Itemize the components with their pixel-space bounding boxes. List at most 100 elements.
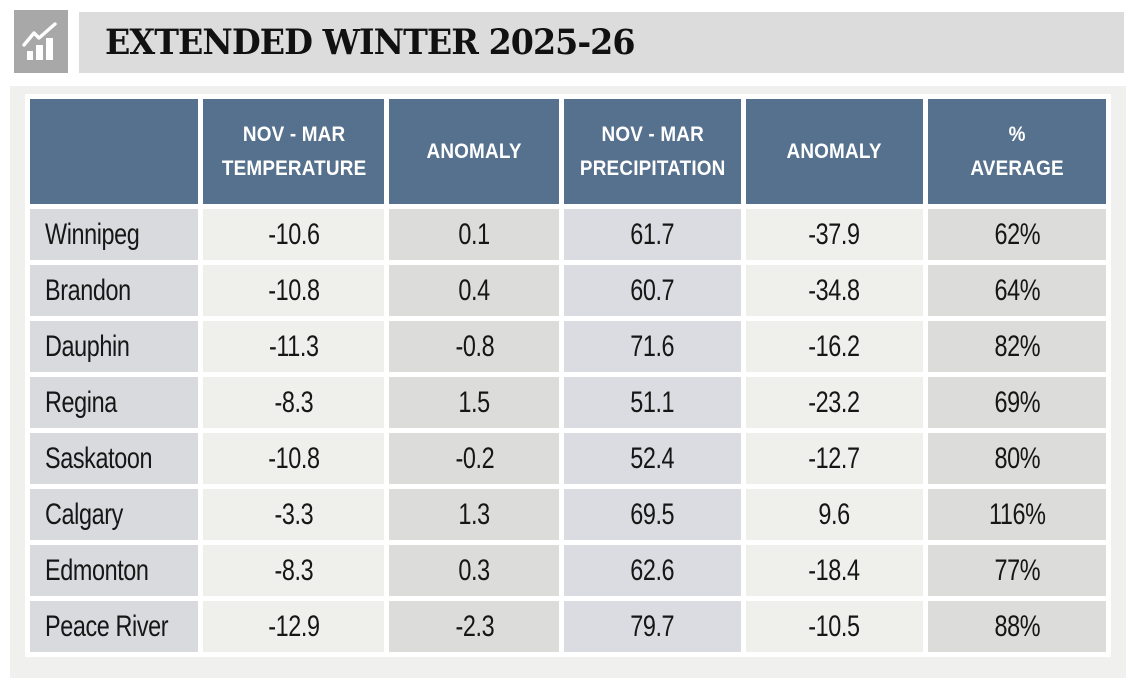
precip-anomaly-cell: -10.5	[745, 601, 923, 652]
cell-value: 52.4	[630, 441, 675, 475]
precipitation-cell: 71.6	[564, 321, 741, 372]
cell-value: -2.3	[455, 609, 494, 643]
cell-value: 116%	[988, 497, 1046, 531]
cell-value: 51.1	[630, 385, 675, 419]
city-cell: Saskatoon	[30, 433, 199, 484]
cell-value: 69%	[994, 385, 1040, 419]
cell-value: -10.8	[268, 273, 320, 307]
temp-anomaly-cell: 0.4	[389, 265, 560, 316]
table-row: Saskatoon -10.8 -0.2 52.4 -12.7 80%	[30, 433, 1106, 484]
precip-anomaly-cell: -16.2	[745, 321, 923, 372]
cell-value: 64%	[994, 273, 1040, 307]
pct-average-cell: 69%	[927, 377, 1106, 428]
temperature-cell: -10.8	[203, 265, 385, 316]
cell-value: -37.9	[808, 217, 861, 251]
column-header-label: ANOMALY	[786, 138, 882, 163]
cell-value: 82%	[994, 329, 1040, 363]
table-row: Calgary -3.3 1.3 69.5 9.6 116%	[30, 489, 1106, 540]
temperature-cell: -12.9	[203, 601, 385, 652]
table-row: Winnipeg -10.6 0.1 61.7 -37.9 62%	[30, 209, 1106, 260]
cell-value: 61.7	[630, 217, 675, 251]
precipitation-cell: 69.5	[564, 489, 741, 540]
cell-value: 1.3	[458, 497, 491, 531]
precipitation-cell: 52.4	[564, 433, 741, 484]
cell-value: 80%	[994, 441, 1040, 475]
city-cell: Edmonton	[30, 545, 199, 596]
column-header-temperature: NOV - MAR TEMPERATURE	[203, 99, 385, 204]
cell-value: 60.7	[630, 273, 675, 307]
cell-value: -8.3	[274, 553, 314, 587]
cell-value: 88%	[994, 609, 1040, 643]
cell-value: -12.9	[268, 609, 320, 643]
pct-average-cell: 80%	[927, 433, 1106, 484]
table-row: Regina -8.3 1.5 51.1 -23.2 69%	[30, 377, 1106, 428]
precipitation-cell: 61.7	[564, 209, 741, 260]
cell-value: 71.6	[630, 329, 675, 363]
cell-value: -8.3	[274, 385, 314, 419]
winter-outlook-table: NOV - MAR TEMPERATURE ANOMALY NOV - MAR …	[25, 94, 1111, 657]
temperature-cell: -10.8	[203, 433, 385, 484]
pct-average-cell: 64%	[927, 265, 1106, 316]
cell-value: -10.5	[808, 609, 861, 643]
table-row: Peace River -12.9 -2.3 79.7 -10.5 88%	[30, 601, 1106, 652]
table-card: NOV - MAR TEMPERATURE ANOMALY NOV - MAR …	[10, 86, 1126, 678]
precip-anomaly-cell: -34.8	[745, 265, 923, 316]
temperature-cell: -11.3	[203, 321, 385, 372]
pct-average-cell: 62%	[927, 209, 1106, 260]
city-cell: Peace River	[30, 601, 199, 652]
precipitation-cell: 79.7	[564, 601, 741, 652]
column-header-label: % AVERAGE	[970, 122, 1064, 180]
pct-average-cell: 82%	[927, 321, 1106, 372]
precip-anomaly-cell: -23.2	[745, 377, 923, 428]
cell-value: Calgary	[45, 497, 123, 531]
cell-value: -0.2	[455, 441, 494, 475]
table-row: Dauphin -11.3 -0.8 71.6 -16.2 82%	[30, 321, 1106, 372]
cell-value: 62%	[994, 217, 1040, 251]
cell-value: Brandon	[45, 273, 131, 307]
precip-anomaly-cell: 9.6	[745, 489, 923, 540]
cell-value: -0.8	[455, 329, 494, 363]
cell-value: 1.5	[458, 385, 491, 419]
temp-anomaly-cell: 1.5	[389, 377, 560, 428]
cell-value: 0.4	[458, 273, 491, 307]
column-header-precip-anomaly: ANOMALY	[745, 99, 923, 204]
header-row: NOV - MAR TEMPERATURE ANOMALY NOV - MAR …	[30, 99, 1106, 204]
column-header-city	[30, 99, 199, 204]
column-header-label: NOV - MAR PRECIPITATION	[579, 122, 726, 180]
temp-anomaly-cell: -0.2	[389, 433, 560, 484]
cell-value: Dauphin	[45, 329, 130, 363]
temp-anomaly-cell: -2.3	[389, 601, 560, 652]
cell-value: Saskatoon	[45, 441, 153, 475]
city-cell: Regina	[30, 377, 199, 428]
temp-anomaly-cell: -0.8	[389, 321, 560, 372]
column-header-precipitation: NOV - MAR PRECIPITATION	[564, 99, 741, 204]
column-header-label: ANOMALY	[426, 138, 522, 163]
temperature-cell: -8.3	[203, 545, 385, 596]
precipitation-cell: 60.7	[564, 265, 741, 316]
page-title: EXTENDED WINTER 2025-26	[105, 22, 636, 63]
temperature-cell: -3.3	[203, 489, 385, 540]
city-cell: Winnipeg	[30, 209, 199, 260]
cell-value: -10.6	[268, 217, 320, 251]
table-header: NOV - MAR TEMPERATURE ANOMALY NOV - MAR …	[30, 99, 1106, 204]
cell-value: 79.7	[630, 609, 675, 643]
pct-average-cell: 88%	[927, 601, 1106, 652]
bar-chart-trend-icon	[14, 10, 68, 73]
cell-value: -23.2	[808, 385, 861, 419]
temp-anomaly-cell: 0.1	[389, 209, 560, 260]
precip-anomaly-cell: -37.9	[745, 209, 923, 260]
cell-value: -16.2	[808, 329, 861, 363]
temp-anomaly-cell: 1.3	[389, 489, 560, 540]
cell-value: -34.8	[808, 273, 861, 307]
pct-average-cell: 77%	[927, 545, 1106, 596]
city-cell: Dauphin	[30, 321, 199, 372]
pct-average-cell: 116%	[927, 489, 1106, 540]
title-banner: EXTENDED WINTER 2025-26	[79, 12, 1124, 73]
cell-value: Edmonton	[45, 553, 149, 587]
table-row: Brandon -10.8 0.4 60.7 -34.8 64%	[30, 265, 1106, 316]
cell-value: Regina	[45, 385, 117, 419]
cell-value: Winnipeg	[45, 217, 140, 251]
table-body: Winnipeg -10.6 0.1 61.7 -37.9 62% Brandon -10.8…	[30, 209, 1106, 652]
cell-value: 0.1	[458, 217, 491, 251]
cell-value: 62.6	[630, 553, 675, 587]
